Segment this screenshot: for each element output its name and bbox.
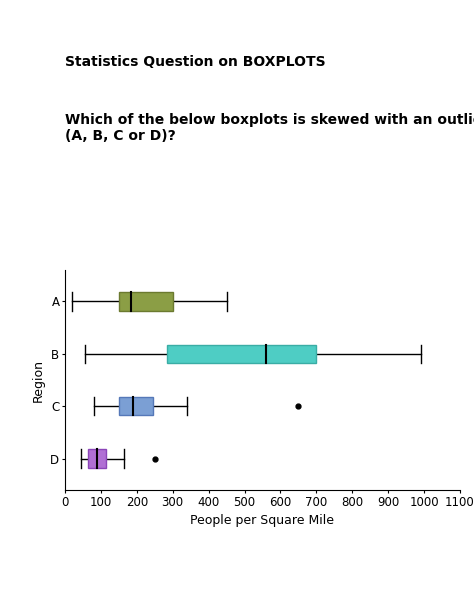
- Y-axis label: Region: Region: [32, 359, 45, 402]
- Bar: [119, 397, 153, 416]
- Bar: [88, 449, 106, 468]
- X-axis label: People per Square Mile: People per Square Mile: [191, 514, 335, 527]
- Bar: [167, 345, 316, 363]
- Text: Statistics Question on BOXPLOTS: Statistics Question on BOXPLOTS: [65, 55, 326, 69]
- Text: Which of the below boxplots is skewed with an outlier
(A, B, C or D)?: Which of the below boxplots is skewed wi…: [65, 113, 474, 143]
- Bar: [119, 292, 173, 311]
